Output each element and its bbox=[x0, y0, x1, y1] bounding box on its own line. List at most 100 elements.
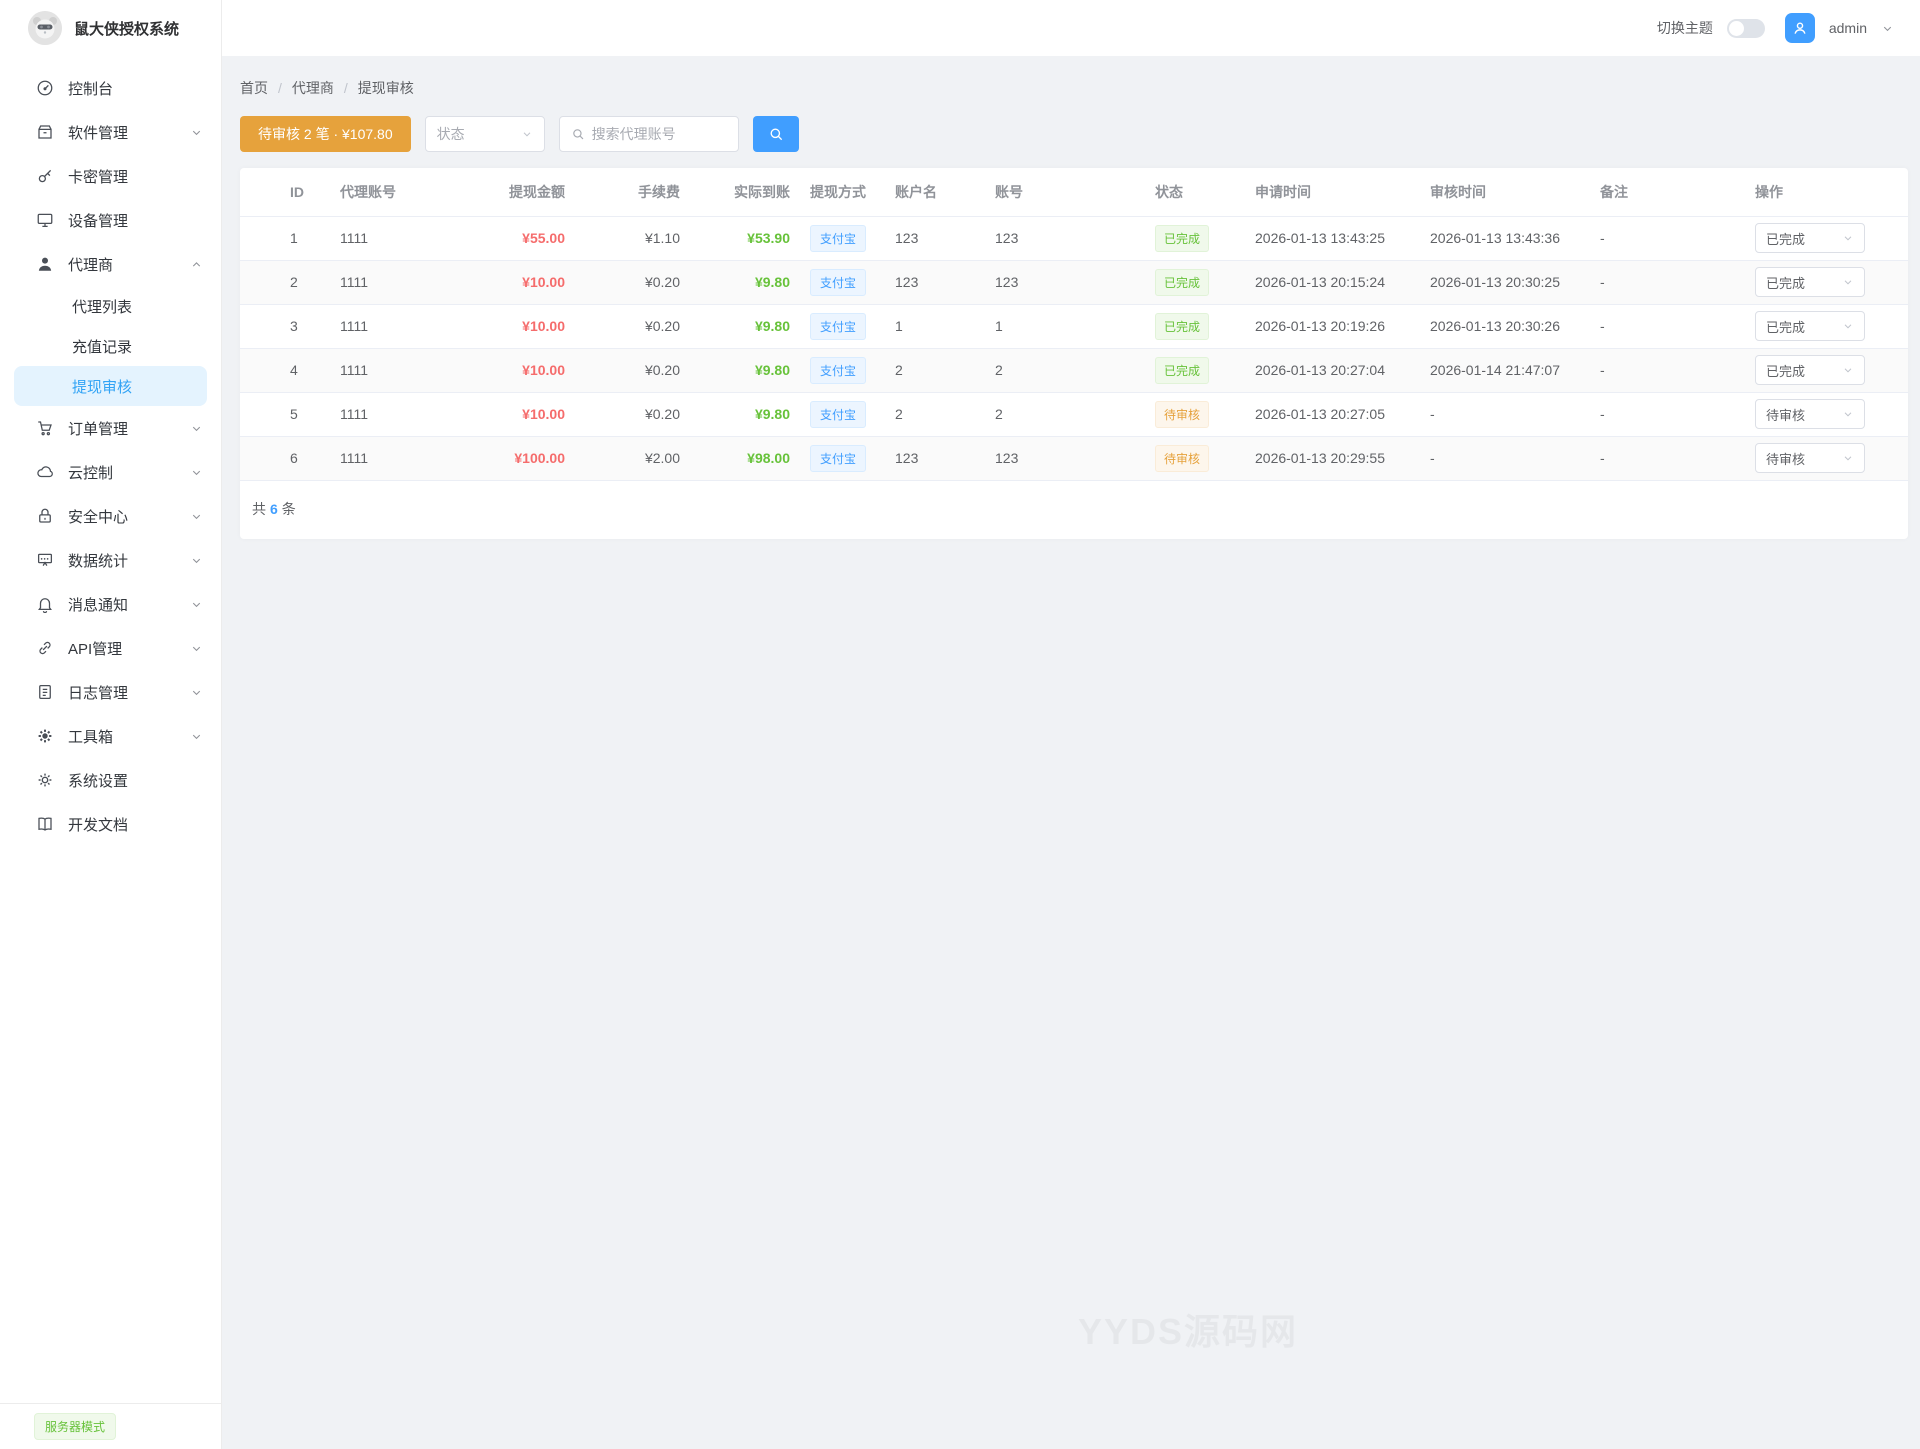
search-input[interactable] bbox=[591, 126, 727, 142]
row-action-select[interactable]: 待审核 bbox=[1755, 399, 1865, 429]
sidebar-item-cloud-control[interactable]: 云控制 bbox=[0, 450, 221, 494]
breadcrumb-agents[interactable]: 代理商 bbox=[291, 80, 334, 96]
user-icon bbox=[1791, 19, 1809, 37]
cell-account-name: 2 bbox=[885, 392, 985, 437]
sidebar-item-label: 订单管理 bbox=[68, 420, 129, 438]
payment-method-badge: 支付宝 bbox=[810, 356, 867, 384]
cell-account-name: 123 bbox=[885, 216, 985, 261]
sidebar-item-devices[interactable]: 设备管理 bbox=[0, 198, 221, 242]
status-badge: 已完成 bbox=[1155, 356, 1210, 384]
sidebar-item-label: 工具箱 bbox=[68, 728, 114, 746]
cell-review-time: 2026-01-13 20:30:25 bbox=[1420, 260, 1590, 305]
status-filter-placeholder: 状态 bbox=[436, 126, 465, 142]
breadcrumb-home[interactable]: 首页 bbox=[240, 80, 268, 96]
sidebar-item-label: 日志管理 bbox=[68, 684, 129, 702]
cell-apply-time: 2026-01-13 20:15:24 bbox=[1245, 260, 1420, 305]
row-action-select[interactable]: 已完成 bbox=[1755, 223, 1865, 253]
search-button[interactable] bbox=[752, 116, 799, 152]
chart-board-icon bbox=[36, 551, 54, 569]
sidebar-item-label: 代理商 bbox=[68, 256, 114, 274]
status-badge: 待审核 bbox=[1155, 400, 1210, 428]
chevron-down-icon bbox=[1842, 452, 1854, 464]
table-row: 4 1111 ¥10.00 ¥0.20 ¥9.80 支付宝 2 2 已完成 20… bbox=[240, 348, 1908, 393]
main-content: 首页 / 代理商 / 提现审核 待审核 2 笔 · ¥107.80 状态 bbox=[222, 56, 1920, 1449]
cell-review-time: - bbox=[1420, 392, 1590, 437]
cell-account-name: 1 bbox=[885, 304, 985, 349]
cell-agent-account: 1111 bbox=[330, 216, 470, 261]
total-count: 6 bbox=[270, 500, 278, 517]
sidebar-item-statistics[interactable]: 数据统计 bbox=[0, 538, 221, 582]
admin-username[interactable]: admin bbox=[1828, 20, 1867, 36]
admin-avatar[interactable] bbox=[1784, 13, 1815, 43]
row-action-select[interactable]: 已完成 bbox=[1755, 267, 1865, 297]
sidebar-item-cardkeys[interactable]: 卡密管理 bbox=[0, 154, 221, 198]
status-filter-select[interactable]: 状态 bbox=[424, 116, 545, 152]
payment-method-badge: 支付宝 bbox=[810, 312, 867, 340]
sidebar-item-orders[interactable]: 订单管理 bbox=[0, 406, 221, 450]
pending-summary-button[interactable]: 待审核 2 笔 · ¥107.80 bbox=[240, 116, 411, 152]
sidebar-subitem-label: 充值记录 bbox=[72, 338, 133, 356]
chevron-up-icon bbox=[190, 258, 203, 271]
chevron-down-icon bbox=[190, 466, 203, 479]
row-action-select[interactable]: 已完成 bbox=[1755, 311, 1865, 341]
cell-agent-account: 1111 bbox=[330, 260, 470, 305]
table-header-row: ID 代理账号 提现金额 手续费 实际到账 提现方式 账户名 账号 状态 申请时… bbox=[240, 168, 1908, 217]
sidebar-item-agents[interactable]: 代理商 bbox=[0, 242, 221, 286]
col-header-remark: 备注 bbox=[1590, 168, 1745, 217]
sidebar-item-api[interactable]: API管理 bbox=[0, 626, 221, 670]
col-header-account-name: 账户名 bbox=[885, 168, 985, 217]
table-row: 3 1111 ¥10.00 ¥0.20 ¥9.80 支付宝 1 1 已完成 20… bbox=[240, 304, 1908, 349]
withdraw-table: ID 代理账号 提现金额 手续费 实际到账 提现方式 账户名 账号 状态 申请时… bbox=[240, 168, 1908, 481]
sidebar-subitem-agent-list[interactable]: 代理列表 bbox=[14, 286, 207, 326]
sidebar-item-logs[interactable]: 日志管理 bbox=[0, 670, 221, 714]
cell-apply-time: 2026-01-13 20:29:55 bbox=[1245, 436, 1420, 481]
chevron-down-icon bbox=[190, 598, 203, 611]
sidebar-item-toolbox[interactable]: 工具箱 bbox=[0, 714, 221, 758]
search-icon bbox=[768, 126, 784, 142]
chevron-down-icon bbox=[1842, 364, 1854, 376]
lock-icon bbox=[36, 507, 54, 525]
sidebar-item-software[interactable]: 软件管理 bbox=[0, 110, 221, 154]
row-action-select[interactable]: 已完成 bbox=[1755, 355, 1865, 385]
row-action-select[interactable]: 待审核 bbox=[1755, 443, 1865, 473]
row-action-value: 已完成 bbox=[1766, 319, 1806, 335]
topbar: 切换主题 admin bbox=[222, 0, 1920, 56]
sidebar-item-label: 设备管理 bbox=[68, 212, 129, 230]
cell-remark: - bbox=[1590, 392, 1745, 437]
cell-withdraw-amount: ¥10.00 bbox=[470, 260, 575, 305]
cell-agent-account: 1111 bbox=[330, 304, 470, 349]
sidebar-item-label: 控制台 bbox=[68, 80, 114, 98]
app-title: 鼠大侠授权系统 bbox=[74, 20, 180, 38]
table-row: 2 1111 ¥10.00 ¥0.20 ¥9.80 支付宝 123 123 已完… bbox=[240, 260, 1908, 305]
sidebar-item-label: API管理 bbox=[68, 640, 123, 658]
cell-id: 5 bbox=[240, 392, 330, 437]
sidebar-item-notifications[interactable]: 消息通知 bbox=[0, 582, 221, 626]
sidebar-subitem-recharge-records[interactable]: 充值记录 bbox=[14, 326, 207, 366]
theme-toggle[interactable] bbox=[1726, 18, 1765, 38]
cell-account: 2 bbox=[985, 348, 1145, 393]
cell-actions: 已完成 bbox=[1745, 348, 1908, 393]
sidebar-subitem-label: 代理列表 bbox=[72, 298, 133, 316]
col-header-actual: 实际到账 bbox=[690, 168, 800, 217]
cell-id: 6 bbox=[240, 436, 330, 481]
breadcrumb-separator: / bbox=[343, 80, 348, 96]
col-header-account: 账号 bbox=[985, 168, 1145, 217]
col-header-actions: 操作 bbox=[1745, 168, 1908, 217]
sidebar-footer: 服务器模式 bbox=[0, 1403, 221, 1449]
cell-method: 支付宝 bbox=[800, 348, 885, 393]
chevron-down-icon bbox=[1842, 320, 1854, 332]
sidebar-subitem-withdraw-review[interactable]: 提现审核 bbox=[14, 366, 207, 406]
sidebar-item-dev-docs[interactable]: 开发文档 bbox=[0, 802, 221, 846]
cell-id: 1 bbox=[240, 216, 330, 261]
sidebar-item-system-settings[interactable]: 系统设置 bbox=[0, 758, 221, 802]
sidebar-item-security-center[interactable]: 安全中心 bbox=[0, 494, 221, 538]
chevron-down-icon bbox=[1842, 408, 1854, 420]
gear-filled-icon bbox=[36, 727, 54, 745]
cell-review-time: 2026-01-14 21:47:07 bbox=[1420, 348, 1590, 393]
payment-method-badge: 支付宝 bbox=[810, 400, 867, 428]
chevron-down-icon[interactable] bbox=[1881, 22, 1894, 35]
sidebar-item-dashboard[interactable]: 控制台 bbox=[0, 66, 221, 110]
cart-icon bbox=[36, 419, 54, 437]
cell-fee: ¥0.20 bbox=[575, 392, 690, 437]
